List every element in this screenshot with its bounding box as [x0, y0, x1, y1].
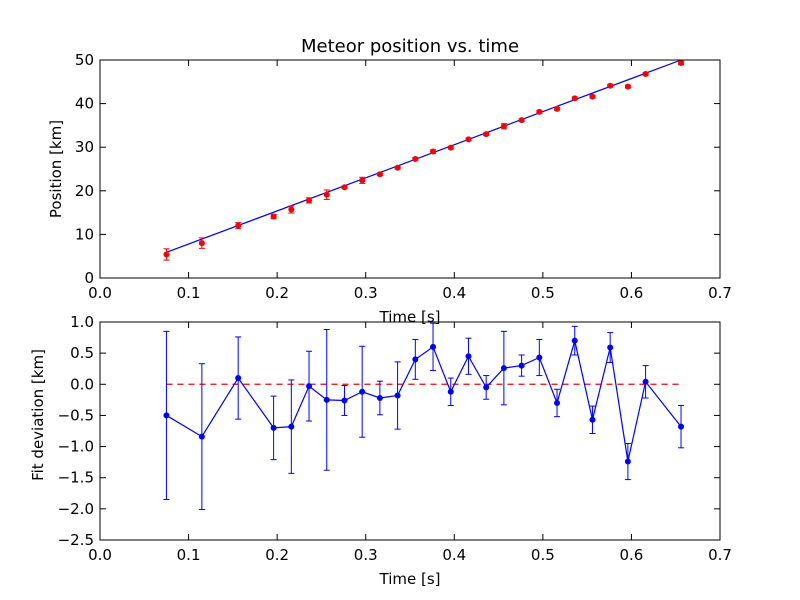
- position-plot: Meteor position vs. time Time [s] Positi…: [47, 36, 732, 326]
- deviation-plot-ylabel: Fit deviation [km]: [29, 349, 47, 481]
- position-data-point: [678, 60, 685, 67]
- position-data-point: [642, 70, 649, 77]
- position-plot-ylabel: Position [km]: [47, 120, 65, 218]
- deviation-data-point: [536, 354, 543, 361]
- position-data-point: [288, 206, 295, 213]
- deviation-data-point: [235, 375, 242, 382]
- deviation-data-point: [270, 424, 277, 431]
- position-data-point: [518, 117, 525, 124]
- deviation-x-tick-label: 0.4: [442, 546, 466, 564]
- position-y-tick-label: 20: [75, 182, 94, 200]
- deviation-axes-frame: [99, 321, 721, 541]
- deviation-x-tick-label: 0.0: [88, 546, 112, 564]
- position-y-tick-label: 10: [75, 225, 94, 243]
- position-data-point: [430, 148, 437, 155]
- position-data-point: [571, 95, 578, 102]
- deviation-plot: Time [s] Fit deviation [km] 0.0 0.1 0.2 0.3…: [29, 313, 732, 588]
- position-data-point: [447, 144, 454, 151]
- position-y-tick-label: 40: [75, 95, 94, 113]
- deviation-x-tick-label: 0.2: [265, 546, 289, 564]
- position-y-tick-label: 30: [75, 138, 94, 156]
- deviation-data-point: [642, 378, 649, 385]
- deviation-x-tick-label: 0.3: [354, 546, 378, 564]
- deviation-y-tick-label: 0.5: [70, 344, 94, 362]
- deviation-data-point: [376, 394, 383, 401]
- position-data-point: [465, 136, 472, 143]
- position-data-point: [607, 82, 614, 89]
- deviation-data-point: [554, 399, 561, 406]
- position-data-point: [359, 177, 366, 184]
- position-x-tick-label: 0.3: [354, 284, 378, 302]
- deviation-x-tick-label: 0.6: [619, 546, 643, 564]
- deviation-data-point: [447, 388, 454, 395]
- deviation-data-point: [678, 423, 685, 430]
- position-data-point: [323, 191, 330, 198]
- position-x-tick-label: 0.6: [619, 284, 643, 302]
- deviation-data-point: [341, 397, 348, 404]
- position-x-tick-label: 0.2: [265, 284, 289, 302]
- deviation-data-point: [607, 344, 614, 351]
- position-data-point: [270, 213, 277, 220]
- position-data-point: [412, 155, 419, 162]
- position-fit-line: [166, 59, 682, 253]
- position-plot-title: Meteor position vs. time: [301, 36, 519, 57]
- deviation-data-point: [589, 416, 596, 423]
- deviation-data-point: [430, 343, 437, 350]
- deviation-data-point: [518, 362, 525, 369]
- position-data-point: [341, 184, 348, 191]
- deviation-data-point: [359, 388, 366, 395]
- position-y-tick-label: 0: [84, 269, 94, 287]
- deviation-data-point: [394, 392, 401, 399]
- position-data-point: [376, 171, 383, 178]
- position-data-point: [198, 240, 205, 247]
- position-y-tick-label: 50: [75, 51, 94, 69]
- deviation-data-point: [323, 396, 330, 403]
- position-data-point: [536, 108, 543, 115]
- position-data-point: [163, 251, 170, 258]
- deviation-data-point: [483, 384, 490, 391]
- deviation-series-line: [166, 340, 682, 462]
- position-x-tick-label: 0.4: [442, 284, 466, 302]
- deviation-y-tick-label: −1.5: [58, 469, 94, 487]
- position-x-tick-label: 0.0: [88, 284, 112, 302]
- deviation-y-tick-label: −2.5: [58, 531, 94, 549]
- deviation-data-point: [624, 458, 631, 465]
- deviation-y-tick-label: 0.0: [70, 375, 94, 393]
- deviation-data-point: [163, 412, 170, 419]
- deviation-data-point: [288, 423, 295, 430]
- position-data-point: [306, 197, 313, 204]
- position-x-tick-label: 0.5: [531, 284, 555, 302]
- deviation-x-tick-label: 0.7: [708, 546, 732, 564]
- deviation-x-tick-label: 0.5: [531, 546, 555, 564]
- deviation-data-point: [500, 365, 507, 372]
- position-data-point: [500, 123, 507, 130]
- deviation-data-point: [571, 337, 578, 344]
- deviation-data-point: [465, 353, 472, 360]
- position-x-tick-label: 0.1: [177, 284, 201, 302]
- deviation-data-point: [412, 356, 419, 363]
- deviation-data-point: [198, 433, 205, 440]
- position-data-point: [483, 131, 490, 138]
- deviation-y-tick-label: −0.5: [58, 406, 94, 424]
- deviation-x-tick-label: 0.1: [177, 546, 201, 564]
- deviation-plot-xlabel: Time [s]: [379, 570, 441, 588]
- position-data-point: [394, 164, 401, 171]
- position-data-point: [589, 93, 596, 100]
- position-data-point: [624, 83, 631, 90]
- position-data-point: [235, 222, 242, 229]
- deviation-y-tick-label: −2.0: [58, 500, 94, 518]
- position-data-point: [554, 105, 561, 112]
- deviation-data-point: [306, 383, 313, 390]
- deviation-y-tick-label: 1.0: [70, 313, 94, 331]
- deviation-y-tick-label: −1.0: [58, 438, 94, 456]
- position-x-tick-label: 0.7: [708, 284, 732, 302]
- position-axes-frame: [99, 59, 721, 279]
